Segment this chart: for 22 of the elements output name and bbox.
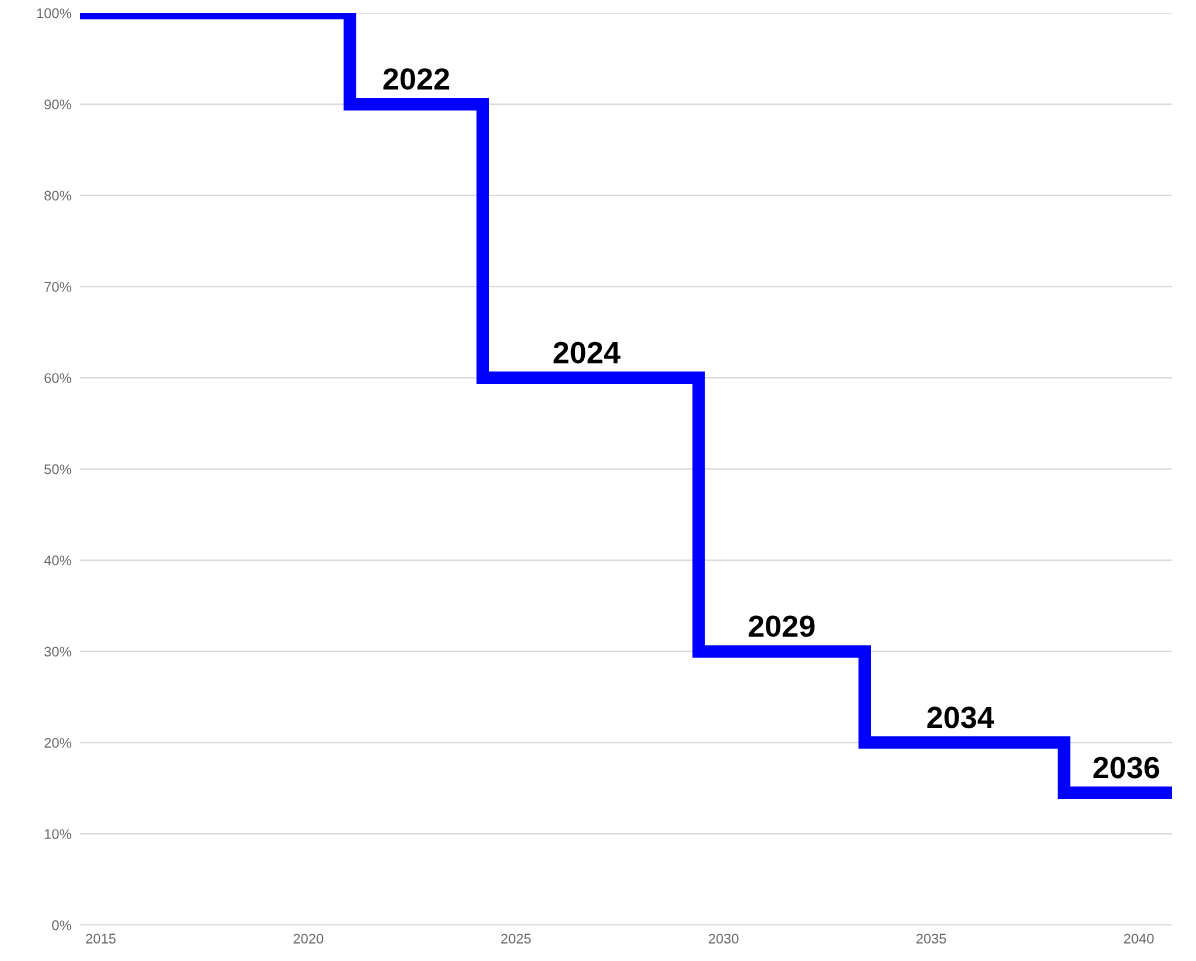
annotation: 2034 <box>927 706 995 729</box>
annotation: 2024 <box>553 341 621 364</box>
annotation: 2029 <box>748 615 815 638</box>
y-tick-label: 80% <box>44 190 72 201</box>
y-tick-label: 20% <box>44 737 72 748</box>
x-tick-label: 2020 <box>293 933 324 944</box>
y-tick-label: 30% <box>44 646 72 657</box>
y-tick-label: 90% <box>44 99 72 110</box>
x-tick-label: 2030 <box>708 933 739 944</box>
y-tick-label: 100% <box>37 8 72 19</box>
x-tick-label: 2015 <box>86 933 116 944</box>
annotation: 2036 <box>1093 756 1160 779</box>
y-tick-label: 40% <box>44 555 72 566</box>
y-tick-label: 50% <box>44 464 72 475</box>
y-tick-label: 10% <box>44 829 72 839</box>
y-tick-label: 70% <box>44 281 72 292</box>
x-tick-label: 2035 <box>916 933 947 944</box>
x-tick-label: 2025 <box>501 933 531 944</box>
y-tick-label: 0% <box>52 920 72 931</box>
annotation: 2022 <box>383 68 450 90</box>
y-tick-label: 60% <box>44 373 72 383</box>
x-tick-label: 2040 <box>1124 933 1154 944</box>
